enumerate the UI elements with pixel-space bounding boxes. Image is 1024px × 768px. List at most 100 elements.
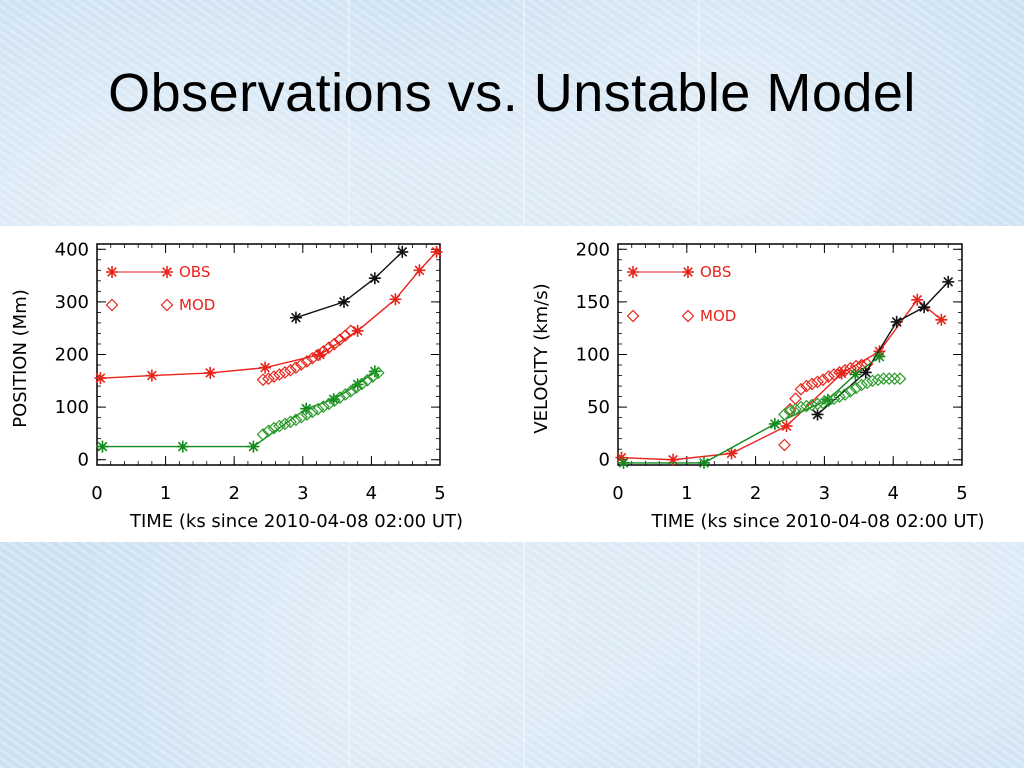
data-point [278,417,292,431]
data-point [816,373,830,387]
data-point [349,381,363,394]
data-point [725,447,738,460]
x-axis-label: TIME (ks since 2010-04-08 02:00 UT) [129,511,463,532]
legend-marker [626,309,640,323]
data-point [822,370,835,383]
data-point [838,388,852,401]
data-point [935,313,948,326]
data-point [918,301,931,314]
data-point [96,440,109,453]
data-point [871,373,885,387]
data-point [396,245,409,258]
series-line [295,251,403,319]
data-point [289,311,302,324]
legend-marker [627,266,639,278]
data-point [833,390,846,403]
data-point [278,366,292,379]
y-tick-label: 0 [599,450,610,471]
data-point [617,456,630,469]
y-axis-label: POSITION (Mm) [10,289,31,428]
data-point [698,456,710,469]
data-point [267,421,281,435]
data-point [360,373,374,387]
data-point [849,368,862,381]
data-point [295,410,308,424]
data-point [942,275,955,288]
data-point [145,369,158,382]
series-green_mod-diamond [256,366,385,441]
y-tick-label: 400 [55,239,89,260]
data-point [855,378,868,392]
data-point [322,341,336,355]
legend-label: MOD [700,307,736,325]
data-point [800,379,813,393]
data-point [267,370,281,383]
legend-label: OBS [179,263,210,281]
data-point [615,451,628,464]
legend-marker [682,266,694,278]
data-point [204,366,217,379]
data-point [344,324,358,338]
data-point [311,348,325,362]
data-point [284,363,297,377]
data-point [311,402,325,416]
data-point [333,333,347,347]
data-point [284,415,297,429]
y-tick-label: 100 [55,397,89,418]
data-point [811,397,824,411]
series-line [102,370,376,448]
data-point [822,394,835,408]
data-point [256,373,270,387]
data-point [262,424,275,438]
data-point [351,378,364,391]
data-point [333,391,347,404]
x-tick-label: 1 [160,483,171,504]
y-tick-label: 200 [576,239,610,260]
data-point [844,384,857,398]
data-point [811,375,824,389]
slide-title: Observations vs. Unstable Model [108,63,916,123]
data-point [289,413,303,427]
plot-frame [96,243,441,466]
x-axis-label: TIME (ks since 2010-04-08 02:00 UT) [650,511,984,532]
data-point [338,388,352,401]
data-point [317,344,330,358]
plot-frame [617,243,963,466]
data-point [849,381,863,395]
legend-marker [105,298,119,312]
series-green_mod-diamond [778,372,907,421]
data-point [176,440,189,453]
legend-marker [106,266,118,278]
data-point [256,428,270,441]
series-green-asterisk [96,365,381,453]
x-tick-label: 4 [366,483,377,504]
data-point [835,367,848,380]
data-point [327,393,340,406]
x-tick-label: 5 [956,483,967,504]
x-tick-label: 0 [612,483,623,504]
data-point [838,363,852,377]
y-axis-label: VELOCITY (km/s) [531,283,552,433]
data-point [322,397,336,411]
position-chart: 0 1 2 3 4 5 0 100 200 300 400 TIME (ks since 2010-0… [10,239,463,532]
data-point [300,354,314,368]
y-tick-label: 150 [576,292,610,313]
legend-marker [161,266,173,278]
data-point [893,372,907,386]
data-point [859,366,872,379]
series-obs-asterisk [94,245,443,385]
data-point [300,402,313,415]
x-tick-label: 2 [228,483,239,504]
data-point [94,372,107,385]
data-point [273,368,286,381]
data-point [273,419,286,433]
data-point [778,408,791,421]
data-point [768,417,781,430]
data-point [317,400,330,413]
data-point [783,404,797,418]
data-point [344,384,358,398]
data-point [794,400,808,414]
data-point [328,394,341,408]
data-point [355,377,369,391]
